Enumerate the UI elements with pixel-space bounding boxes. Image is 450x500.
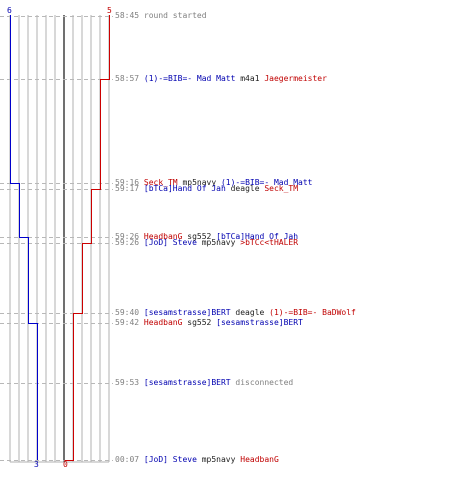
event-text: Seck_TM bbox=[143, 178, 178, 187]
blue-start-count: 6 bbox=[7, 6, 12, 15]
event-text: [bTCa]Hand Of Jah bbox=[143, 184, 226, 193]
event-text: sg552 bbox=[182, 318, 217, 327]
event-row: 00:07 [JoD] Steve mp5navy HeadbanG bbox=[115, 455, 279, 465]
event-text: [JoD] Steve bbox=[143, 455, 197, 464]
event-text: disconnected bbox=[230, 378, 294, 387]
event-text: mp5navy bbox=[196, 455, 241, 464]
event-text: Seck_TM bbox=[264, 184, 299, 193]
event-row: 59:42 HeadbanG sg552 [sesamstrasse]BERT bbox=[115, 318, 303, 328]
event-text: deagle bbox=[230, 308, 270, 317]
event-time: 00:07 bbox=[115, 455, 144, 464]
event-text: (1)-=BIB=- Mad Matt bbox=[220, 178, 313, 187]
event-time: 59:40 bbox=[115, 308, 144, 317]
event-row: 59:26 [JoD] Steve mp5navy >bTCc<tHALER bbox=[115, 238, 298, 248]
event-text: HeadbanG bbox=[143, 232, 183, 241]
event-time: 58:57 bbox=[115, 74, 144, 83]
red-end-count: 0 bbox=[63, 460, 68, 469]
blue-team-step-line bbox=[10, 15, 38, 460]
event-text: [sesamstrasse]BERT bbox=[216, 318, 303, 327]
event-text: mp5navy bbox=[177, 178, 221, 187]
event-text: [sesamstrasse]BERT bbox=[143, 378, 231, 387]
event-time: 59:42 bbox=[115, 318, 144, 327]
event-row: 58:57 (1)-=BIB=- Mad Matt m4a1 Jaegermei… bbox=[115, 74, 327, 84]
event-row: 58:45 round started bbox=[115, 11, 207, 21]
event-text: sg552 bbox=[182, 232, 217, 241]
event-text: deagle bbox=[225, 184, 265, 193]
event-row: 59:16 Seck_TM mp5navy (1)-=BIB=- Mad Mat… bbox=[115, 178, 313, 188]
event-text: m4a1 bbox=[235, 74, 265, 83]
event-text: HeadbanG bbox=[143, 318, 183, 327]
event-time: 59:53 bbox=[115, 378, 144, 387]
event-text: (1)-=BIB=- BaDWolf bbox=[269, 308, 356, 317]
event-row: 59:17 [bTCa]Hand Of Jah deagle Seck_TM bbox=[115, 184, 298, 194]
event-text: round started bbox=[143, 11, 207, 20]
event-text: Jaegermeister bbox=[264, 74, 327, 83]
vertical-grid bbox=[9, 15, 110, 463]
event-time: 58:45 bbox=[115, 11, 144, 20]
event-text: (1)-=BIB=- Mad Matt bbox=[143, 74, 236, 83]
event-text: [sesamstrasse]BERT bbox=[143, 308, 231, 317]
red-team-step-line bbox=[64, 15, 110, 461]
event-text: [bTCa]Hand Of Jah bbox=[216, 232, 299, 241]
event-text: mp5navy bbox=[196, 238, 241, 247]
red-start-count: 5 bbox=[107, 6, 112, 15]
event-time: 59:26 bbox=[115, 232, 144, 241]
event-row: 59:53 [sesamstrasse]BERT disconnected bbox=[115, 378, 293, 388]
event-time: 59:16 bbox=[115, 178, 144, 187]
event-guide-lines bbox=[0, 16, 113, 461]
event-time: 59:17 bbox=[115, 184, 144, 193]
event-text: HeadbanG bbox=[240, 455, 279, 464]
event-text: >bTCc<tHALER bbox=[240, 238, 299, 247]
event-row: 59:26 HeadbanG sg552 [bTCa]Hand Of Jah bbox=[115, 232, 298, 242]
event-time: 59:26 bbox=[115, 238, 144, 247]
event-row: 59:40 [sesamstrasse]BERT deagle (1)-=BIB… bbox=[115, 308, 356, 318]
event-text: [JoD] Steve bbox=[143, 238, 197, 247]
blue-end-count: 3 bbox=[34, 460, 39, 469]
